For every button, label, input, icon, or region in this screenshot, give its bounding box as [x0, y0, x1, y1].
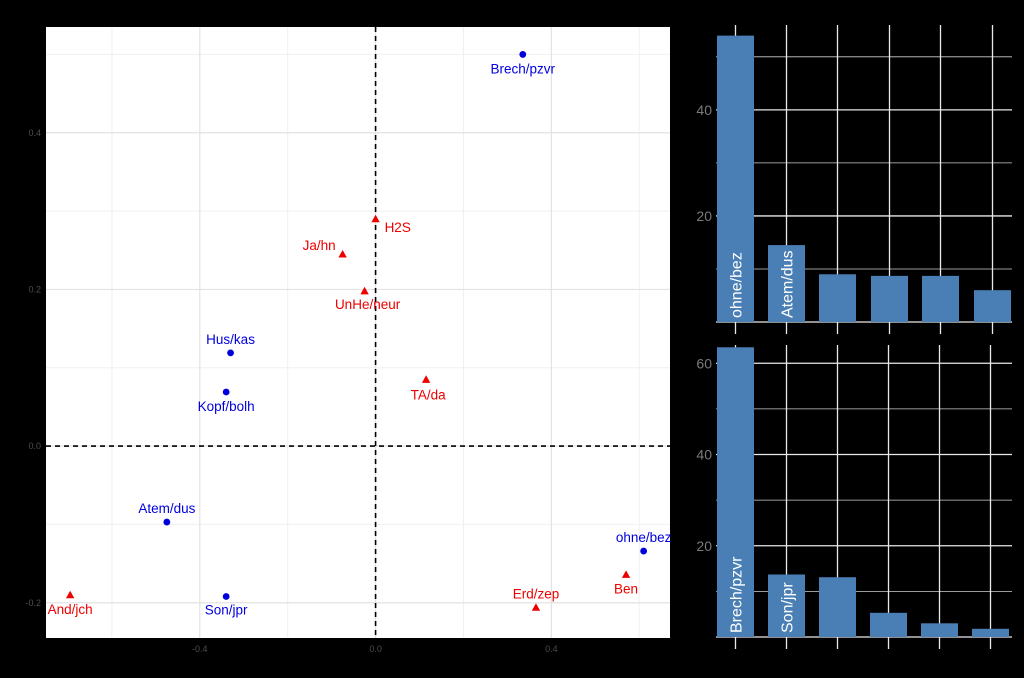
y-tick-label: 0.2 [28, 284, 41, 294]
point-label: Brech/pzvr [491, 61, 556, 76]
point-label: UnHe/neur [335, 297, 401, 312]
bar [717, 347, 754, 637]
bar [768, 574, 805, 637]
y-tick-label: 20 [696, 208, 712, 224]
point-label: Atem/dus [138, 501, 195, 516]
bar-label: Son/jpr [780, 582, 797, 633]
point-label: Kopf/bolh [198, 399, 255, 414]
y-tick-label: 40 [696, 447, 712, 463]
bar-label: Brech/pzvr [729, 556, 746, 633]
point-label: Ben [614, 582, 638, 597]
bar [871, 275, 908, 322]
scatter-plot: -0.4 0.0 0.4 -0.2 0.0 0.2 0.4 Brech/pzvr Hus/kas… [25, 27, 672, 654]
point-label: TA/da [411, 388, 447, 403]
bar [819, 577, 856, 637]
x-tick-label: 0.0 [369, 644, 382, 654]
y-tick-label: 60 [696, 355, 712, 371]
point-label: Ja/hn [303, 238, 336, 253]
y-tick-label: 20 [696, 538, 712, 554]
y-tick-label: 0.0 [28, 441, 41, 451]
y-tick-label: -0.2 [25, 598, 41, 608]
bar [974, 290, 1011, 322]
point-triangle-marker [621, 570, 631, 578]
point-label: And/jch [48, 602, 93, 617]
bar-label: Atem/dus [780, 250, 797, 318]
y-tick-label: 40 [696, 102, 712, 118]
point-label: Hus/kas [206, 332, 255, 347]
point-triangle-marker [531, 603, 541, 611]
point-triangle-marker [65, 590, 75, 599]
point-triangle-marker [338, 249, 347, 258]
bar [768, 245, 805, 322]
bar [972, 628, 1009, 637]
y-tick-label: 0.4 [28, 128, 41, 138]
point-circle-marker [222, 593, 230, 600]
bar [921, 623, 958, 637]
point-triangle-marker [371, 214, 380, 223]
bar [922, 275, 959, 322]
point-label: H2S [385, 220, 411, 235]
x-tick-label: 0.4 [545, 644, 558, 654]
bar-label: ohne/bez [729, 252, 746, 318]
point-circle-marker [227, 349, 234, 357]
plot-background [46, 27, 670, 638]
point-label: Erd/zep [513, 586, 560, 601]
point-circle-marker [519, 51, 527, 58]
point-circle-marker [640, 547, 648, 555]
x-tick-label: -0.4 [192, 644, 208, 654]
point-circle-marker [163, 518, 171, 526]
point-label: ohne/bez [616, 530, 672, 545]
point-label: Son/jpr [205, 602, 248, 617]
bar-chart-bottom: 20 40 60 Brech/pzvr Son/jpr [696, 345, 1012, 649]
bar [870, 612, 907, 637]
point-circle-marker [222, 388, 230, 396]
bar [717, 35, 754, 322]
point-triangle-marker [360, 286, 369, 295]
bar [819, 274, 856, 322]
bar-chart-top: 20 40 ohne/bez Atem/dus [696, 25, 1012, 334]
point-triangle-marker [421, 375, 431, 383]
